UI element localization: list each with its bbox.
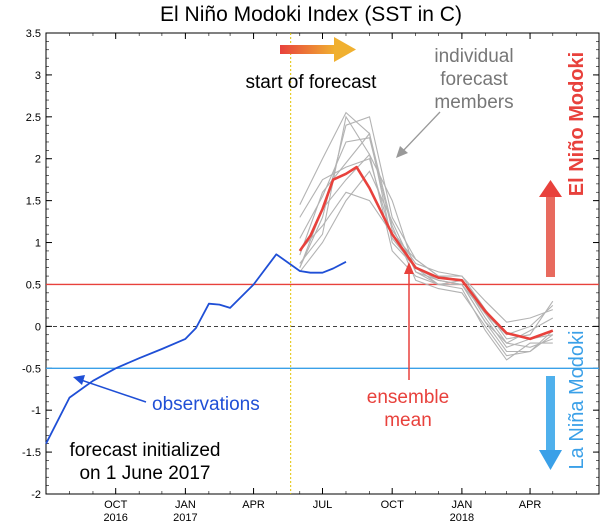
el-nino-arrow [539,180,562,277]
y-tick-label: 1 [35,238,41,250]
plot-frame [45,32,600,495]
y-tick-label: 2 [35,154,41,166]
forecast-member-line [299,137,553,323]
y-tick-label: 3.5 [26,28,41,40]
y-tick-label: 1.5 [26,196,41,208]
ensemble-pointer-arrow [404,262,414,380]
ensemble-label-line2: mean [384,410,432,431]
ensemble-label-line1: ensemble [367,387,449,408]
y-tick-label: 0.5 [26,279,41,291]
x-tick-label: APR [519,499,542,511]
x-tick-year-label: 2017 [173,512,197,524]
members-pointer-arrow [396,111,441,158]
forecast-member-line [299,157,553,361]
forecast-member-line [299,116,554,340]
observations-pointer-arrow [73,375,147,403]
x-tick-label: OCT [104,499,128,511]
forecast-member-line [299,191,553,348]
y-tick-label: -0.5 [22,363,41,375]
el-nino-modoki-label: El Niño Modoki [566,52,588,196]
chart-title: El Niño Modoki Index (SST in C) [160,3,462,26]
y-tick-label: 3 [35,70,41,82]
series-lines [45,165,554,445]
ensemble-mean-line [298,165,554,341]
forecast-member-line [299,111,554,336]
members-label-line2: forecast [440,69,508,90]
x-tick-year-label: 2018 [450,512,474,524]
threshold-lines [46,283,599,369]
forecast-arrow [280,37,356,62]
observations-label: observations [152,394,260,415]
forecast-member-line [299,153,554,344]
forecast-members [299,111,554,361]
members-label-line3: members [434,92,513,113]
x-tick-year-label: 2016 [103,512,127,524]
initialized-label-line2: on 1 June 2017 [79,463,210,484]
y-tick-label: 2.5 [26,112,41,124]
forecast-member-line [299,132,554,357]
start-of-forecast-label: start of forecast [246,72,378,93]
y-tick-label: -1.5 [22,447,41,459]
la-nina-arrow [539,376,562,470]
y-tick-label: -2 [31,489,41,501]
x-tick-label: JUL [313,499,333,511]
x-tick-label: JAN [451,499,472,511]
y-tick-label: -1 [31,405,41,417]
members-label-line1: individual [434,46,513,67]
x-tick-label: APR [242,499,265,511]
forecast-member-line [299,115,554,353]
x-tick-label: OCT [381,499,405,511]
y-tick-label: 0 [35,321,41,333]
initialized-label-line1: forecast initialized [69,440,220,461]
forecast-member-line [299,170,553,348]
la-nina-modoki-label: La Niña Modoki [566,331,588,470]
x-tick-label: JAN [175,499,196,511]
observations-line [45,253,347,445]
